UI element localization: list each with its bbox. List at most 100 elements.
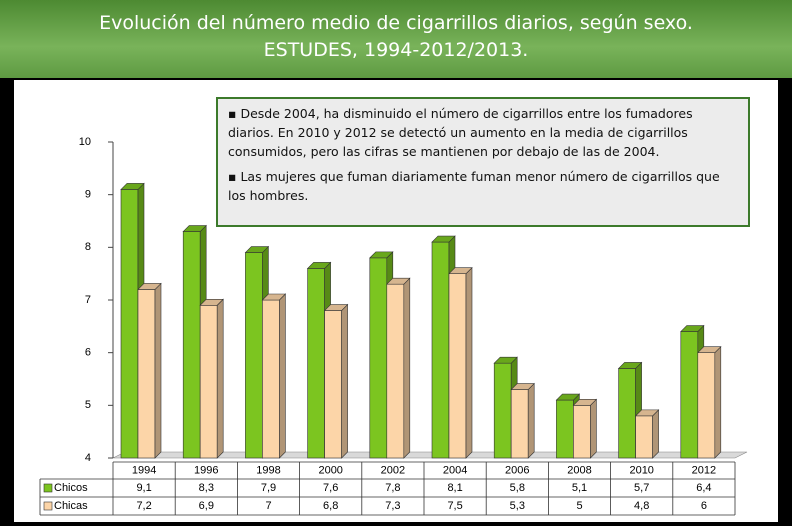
bar-front <box>573 405 591 459</box>
bar <box>261 293 287 459</box>
bar-front <box>182 231 201 459</box>
x-tick-label: 2006 <box>505 464 529 476</box>
bar-top <box>493 356 518 364</box>
annotation: Desde 2004, ha disminuido el número de c… <box>228 104 738 161</box>
bar <box>386 277 411 459</box>
legend-label: Chicas <box>54 500 88 512</box>
table-value: 7,3 <box>385 500 400 512</box>
bar-top <box>680 325 705 332</box>
bar-top <box>369 251 394 259</box>
bar-front <box>120 189 139 459</box>
y-tick-label: 10 <box>79 136 91 148</box>
bar-side <box>527 382 535 459</box>
bar-front <box>386 283 405 459</box>
bar <box>199 298 224 459</box>
x-tick-label: 2012 <box>692 464 716 476</box>
table-value: 7,9 <box>261 482 276 494</box>
table-value: 5,7 <box>634 482 649 494</box>
x-tick-label: 2000 <box>318 464 342 476</box>
table-value: 5,3 <box>510 500 525 512</box>
y-tick-label: 4 <box>85 452 91 464</box>
bar-front <box>307 268 325 459</box>
bar-top <box>572 399 598 406</box>
bar-top <box>137 283 162 290</box>
bar-top <box>431 235 456 243</box>
table-value: 4,8 <box>634 500 649 512</box>
x-tick-label: 2008 <box>567 464 591 476</box>
bar <box>510 382 535 459</box>
bar-front <box>448 273 467 459</box>
table-value: 6,9 <box>199 500 214 512</box>
x-tick-label: 1994 <box>132 464 156 476</box>
bar-side <box>465 266 473 459</box>
bar-front <box>199 304 218 459</box>
subtitle: ESTUDES, 1994-2012/2013. <box>263 39 529 61</box>
bar-top <box>199 298 224 306</box>
bar-front <box>493 362 512 459</box>
bar-top <box>617 362 643 369</box>
bar <box>137 282 162 459</box>
y-tick-label: 6 <box>85 347 91 359</box>
bar-top <box>510 383 535 390</box>
bar-front <box>137 289 156 459</box>
table-value: 6,4 <box>696 482 711 494</box>
bar-front <box>697 352 716 459</box>
bar <box>323 303 349 459</box>
title: Evolución del número medio de cigarrillo… <box>99 12 693 34</box>
table-value: 5,1 <box>572 482 587 494</box>
table-value: 6 <box>701 500 707 512</box>
bar-top <box>120 183 145 190</box>
table-value: 7 <box>265 500 271 512</box>
header: Evolución del número medio de cigarrillo… <box>0 0 792 78</box>
table-value: 5,8 <box>510 482 525 494</box>
legend-swatch <box>43 501 53 511</box>
table-value: 5 <box>576 500 582 512</box>
table-value: 7,2 <box>136 500 151 512</box>
bar <box>634 409 660 459</box>
x-tick-label: 1996 <box>194 464 218 476</box>
legend-label: Chicos <box>54 482 88 494</box>
bar-top <box>634 409 660 417</box>
y-tick-label: 9 <box>85 189 91 201</box>
x-tick-label: 2002 <box>381 464 405 476</box>
bar-front <box>618 368 636 459</box>
bar-front <box>431 241 450 459</box>
table-value: 6,8 <box>323 500 338 512</box>
bar-side <box>216 298 224 459</box>
bar-top <box>697 346 722 353</box>
table-value: 9,1 <box>136 482 151 494</box>
x-tick-label: 2010 <box>629 464 653 476</box>
table-value: 7,8 <box>385 482 400 494</box>
table-value: 8,1 <box>447 482 462 494</box>
bar <box>697 345 722 459</box>
annotation: Las mujeres que fuman diariamente fuman … <box>228 167 738 205</box>
bar <box>448 266 473 459</box>
bar-top <box>386 277 411 285</box>
bar-front <box>510 389 529 459</box>
bar-front <box>369 257 388 459</box>
bar-front <box>680 331 699 459</box>
bar-front <box>262 299 280 459</box>
table-value: 7,6 <box>323 482 338 494</box>
y-tick-label: 5 <box>85 399 91 411</box>
bar-front <box>635 415 653 459</box>
bar-top <box>261 293 287 301</box>
bar-top <box>244 246 270 253</box>
bar-top <box>448 267 473 274</box>
bar-top <box>555 393 581 401</box>
x-tick-label: 1998 <box>256 464 280 476</box>
bar-side <box>652 409 659 459</box>
table-value: 7,5 <box>447 500 462 512</box>
bar-top <box>306 262 332 269</box>
bar-front <box>324 310 342 459</box>
bar-front <box>556 399 574 459</box>
bar-top <box>323 304 349 311</box>
bar-side <box>341 303 348 459</box>
y-tick-label: 7 <box>85 294 91 306</box>
bar-side <box>154 282 162 459</box>
bar-side <box>714 345 722 459</box>
annotation-box: Desde 2004, ha disminuido el número de c… <box>216 97 750 227</box>
bar-side <box>590 398 597 459</box>
table-value: 8,3 <box>199 482 214 494</box>
